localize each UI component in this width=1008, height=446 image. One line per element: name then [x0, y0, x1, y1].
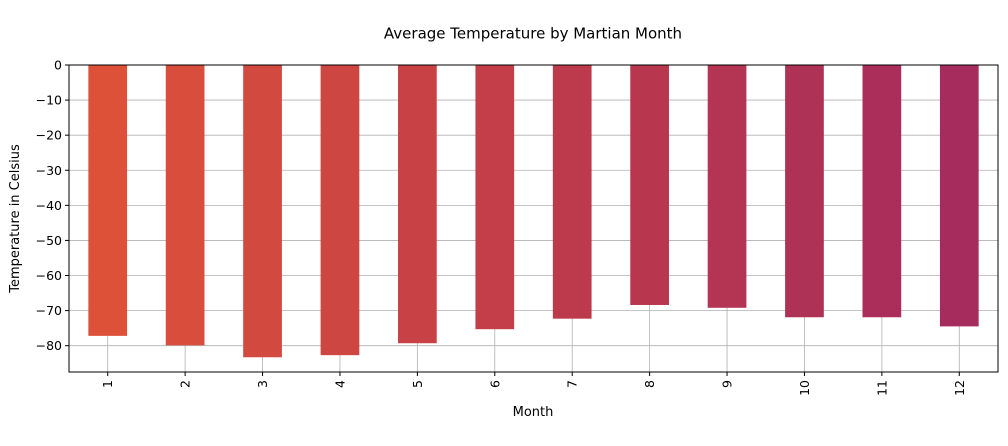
y-tick-label: −60: [36, 268, 62, 283]
bar-month-7: [552, 65, 592, 319]
y-axis-label: Temperature in Celsius: [8, 144, 23, 294]
bar-month-12: [939, 65, 979, 327]
y-tick-label: −40: [36, 198, 62, 213]
y-axis: 0 −10 −20 −30 −40 −50 −60 −70 −80: [36, 58, 69, 353]
x-tick-label: 4: [332, 380, 347, 388]
bar-month-3: [243, 65, 282, 358]
x-tick-label: 8: [642, 380, 657, 388]
grid-lines: [69, 64, 998, 372]
bar-month-10: [785, 65, 824, 318]
bar-month-5: [398, 65, 437, 344]
x-tick-label: 5: [410, 380, 425, 388]
x-tick-label: 12: [952, 380, 967, 396]
x-tick-label: 11: [874, 380, 889, 396]
x-tick-label: 6: [487, 380, 502, 388]
y-tick-label: −30: [36, 163, 62, 178]
x-tick-label: 7: [565, 380, 580, 388]
y-tick-label: −50: [36, 233, 62, 248]
bar-month-9: [707, 65, 747, 308]
bar-month-8: [630, 65, 669, 305]
x-tick-label: 9: [720, 380, 735, 388]
bar-month-1: [88, 65, 128, 336]
y-tick-label: −20: [36, 128, 62, 143]
bar-month-11: [862, 65, 902, 318]
x-tick-label: 1: [100, 380, 115, 388]
plot-frame: [68, 64, 999, 373]
bar-month-6: [475, 65, 515, 330]
y-tick-label: 0: [54, 58, 62, 73]
bar-month-4: [320, 65, 360, 356]
x-tick-label: 3: [255, 380, 270, 388]
y-tick-label: −80: [36, 338, 62, 353]
chart-title: Average Temperature by Martian Month: [384, 25, 682, 43]
x-axis: 1 2 3 4 5 6 7 8 9 10 11 12: [100, 372, 967, 396]
y-tick-label: −10: [36, 93, 62, 108]
x-axis-label: Month: [513, 405, 554, 420]
x-tick-label: 10: [797, 380, 812, 396]
x-tick-label: 2: [178, 380, 193, 388]
bar-month-2: [165, 65, 205, 346]
y-tick-label: −70: [36, 303, 62, 318]
bar-series: [88, 65, 979, 358]
